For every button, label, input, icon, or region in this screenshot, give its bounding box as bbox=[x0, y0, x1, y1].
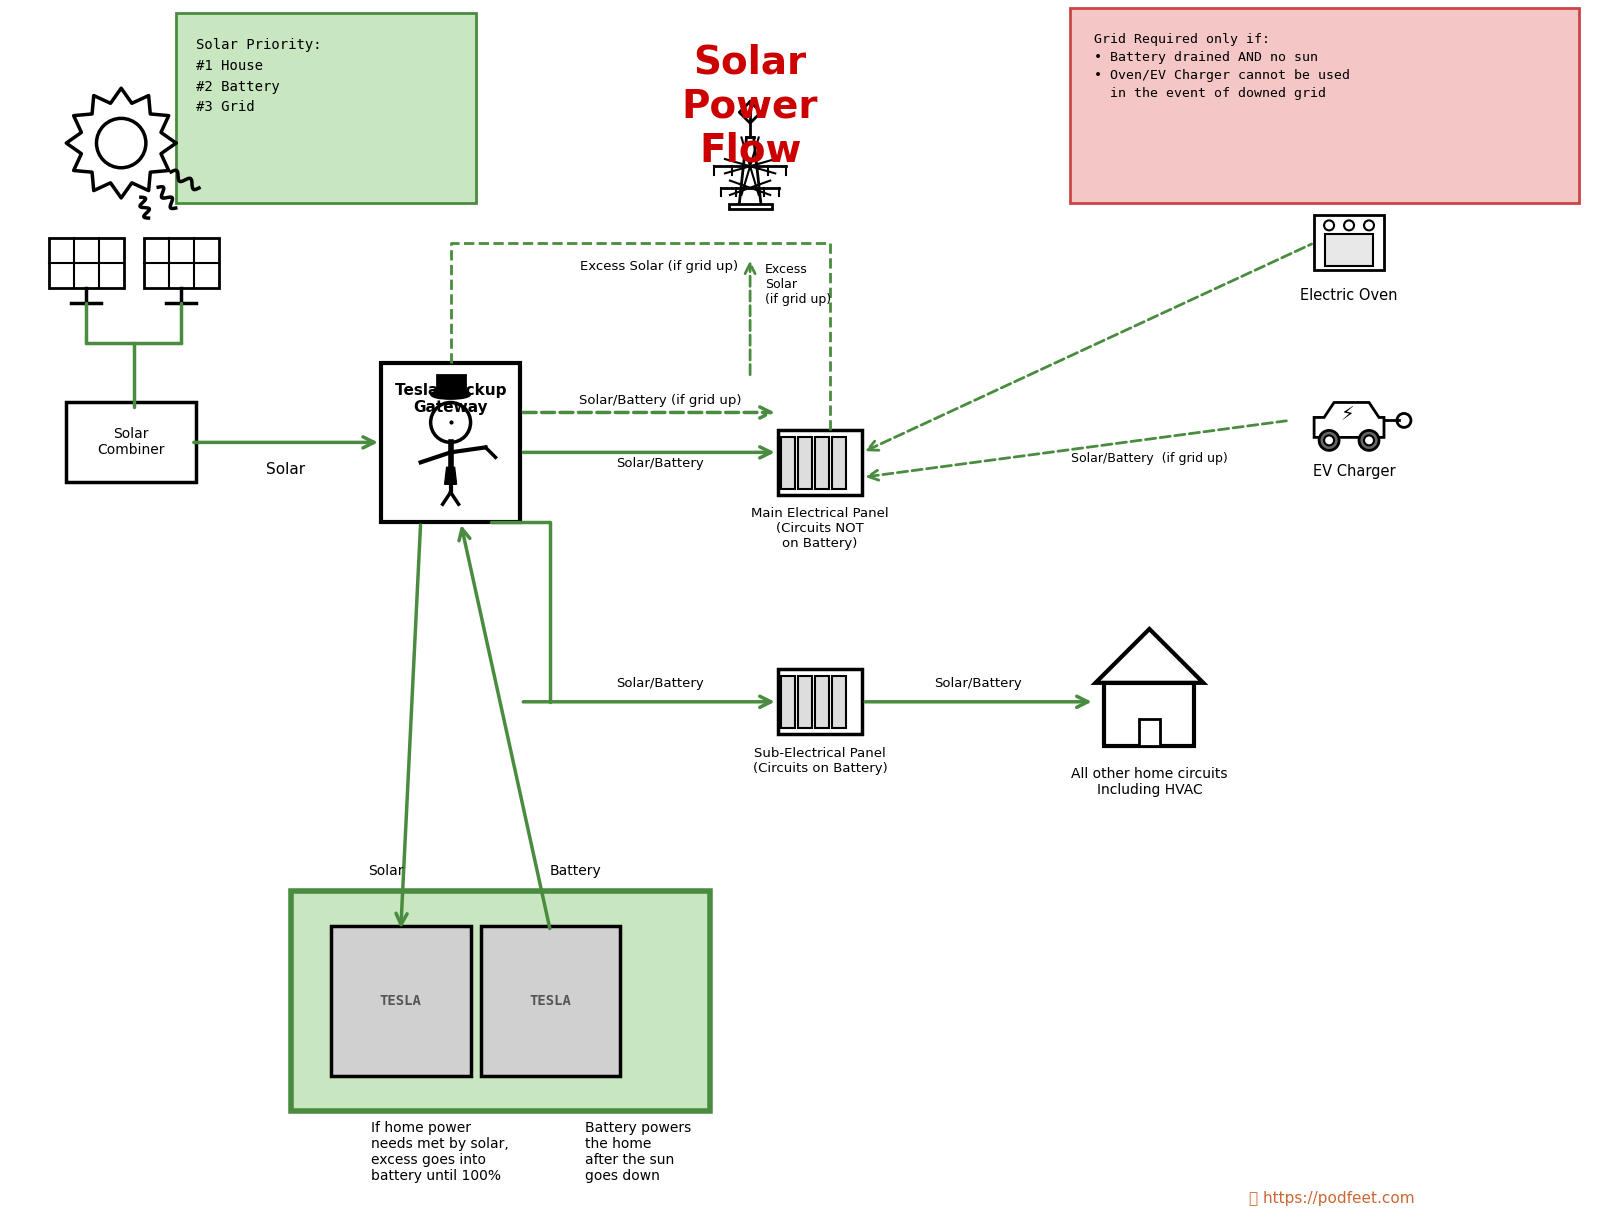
FancyBboxPatch shape bbox=[1069, 9, 1579, 203]
Ellipse shape bbox=[432, 391, 469, 398]
Circle shape bbox=[1365, 435, 1374, 445]
Text: 🐾 https://podfeet.com: 🐾 https://podfeet.com bbox=[1250, 1190, 1414, 1206]
Bar bbox=[832, 437, 846, 489]
FancyBboxPatch shape bbox=[66, 402, 197, 483]
FancyBboxPatch shape bbox=[291, 891, 710, 1111]
Text: Sub-Electrical Panel
(Circuits on Battery): Sub-Electrical Panel (Circuits on Batter… bbox=[752, 747, 888, 775]
Text: Main Electrical Panel
(Circuits NOT
on Battery): Main Electrical Panel (Circuits NOT on B… bbox=[750, 507, 888, 550]
Text: Solar/Battery  (if grid up): Solar/Battery (if grid up) bbox=[1070, 452, 1227, 466]
FancyBboxPatch shape bbox=[1314, 215, 1384, 270]
Circle shape bbox=[1358, 430, 1379, 451]
Circle shape bbox=[1318, 430, 1339, 451]
Circle shape bbox=[430, 402, 470, 442]
Bar bbox=[781, 437, 795, 489]
Text: Solar: Solar bbox=[266, 462, 306, 478]
Circle shape bbox=[96, 119, 146, 167]
Bar bbox=[798, 437, 813, 489]
Bar bbox=[814, 676, 829, 728]
Circle shape bbox=[1325, 220, 1334, 231]
Circle shape bbox=[1344, 220, 1354, 231]
Bar bbox=[1104, 683, 1194, 745]
Bar bbox=[728, 204, 771, 209]
Text: Solar/Battery: Solar/Battery bbox=[934, 677, 1022, 690]
Polygon shape bbox=[1314, 402, 1384, 437]
Bar bbox=[798, 676, 813, 728]
Text: All other home circuits
Including HVAC: All other home circuits Including HVAC bbox=[1070, 766, 1227, 797]
Text: Battery: Battery bbox=[549, 864, 602, 879]
FancyBboxPatch shape bbox=[437, 374, 464, 395]
Bar bbox=[832, 676, 846, 728]
Text: If home power
needs met by solar,
excess goes into
battery until 100%: If home power needs met by solar, excess… bbox=[371, 1121, 509, 1183]
FancyBboxPatch shape bbox=[480, 926, 621, 1075]
Text: Tesla Backup
Gateway: Tesla Backup Gateway bbox=[395, 382, 506, 415]
Circle shape bbox=[1365, 220, 1374, 231]
Circle shape bbox=[1325, 435, 1334, 445]
Text: ⚡: ⚡ bbox=[1341, 404, 1354, 424]
FancyBboxPatch shape bbox=[176, 13, 475, 203]
Bar bbox=[814, 437, 829, 489]
Text: EV Charger: EV Charger bbox=[1312, 464, 1395, 479]
FancyBboxPatch shape bbox=[1325, 235, 1373, 266]
Bar bbox=[781, 676, 795, 728]
Text: Solar: Solar bbox=[368, 864, 403, 879]
FancyBboxPatch shape bbox=[331, 926, 470, 1075]
FancyBboxPatch shape bbox=[778, 430, 862, 495]
Text: Solar
Power
Flow: Solar Power Flow bbox=[682, 43, 818, 170]
Circle shape bbox=[1397, 413, 1411, 428]
Polygon shape bbox=[1096, 629, 1203, 683]
Polygon shape bbox=[445, 467, 456, 484]
Text: Excess Solar (if grid up): Excess Solar (if grid up) bbox=[581, 260, 739, 273]
Text: TESLA: TESLA bbox=[530, 995, 571, 1008]
FancyBboxPatch shape bbox=[381, 363, 520, 522]
Text: Solar/Battery: Solar/Battery bbox=[616, 677, 704, 690]
Text: Solar/Battery: Solar/Battery bbox=[616, 457, 704, 470]
Text: Battery powers
the home
after the sun
goes down: Battery powers the home after the sun go… bbox=[586, 1121, 691, 1183]
Bar bbox=[1139, 719, 1160, 745]
Text: TESLA: TESLA bbox=[379, 995, 422, 1008]
FancyBboxPatch shape bbox=[50, 238, 123, 287]
FancyBboxPatch shape bbox=[778, 670, 862, 734]
Text: Solar
Combiner: Solar Combiner bbox=[98, 428, 165, 457]
Text: Electric Oven: Electric Oven bbox=[1301, 287, 1398, 303]
Text: Grid Required only if:
• Battery drained AND no sun
• Oven/EV Charger cannot be : Grid Required only if: • Battery drained… bbox=[1094, 33, 1350, 100]
Text: Solar Priority:
#1 House
#2 Battery
#3 Grid: Solar Priority: #1 House #2 Battery #3 G… bbox=[197, 38, 322, 114]
Text: Excess
Solar
(if grid up): Excess Solar (if grid up) bbox=[765, 263, 830, 306]
Text: Solar/Battery (if grid up): Solar/Battery (if grid up) bbox=[579, 395, 741, 407]
FancyBboxPatch shape bbox=[144, 238, 219, 287]
